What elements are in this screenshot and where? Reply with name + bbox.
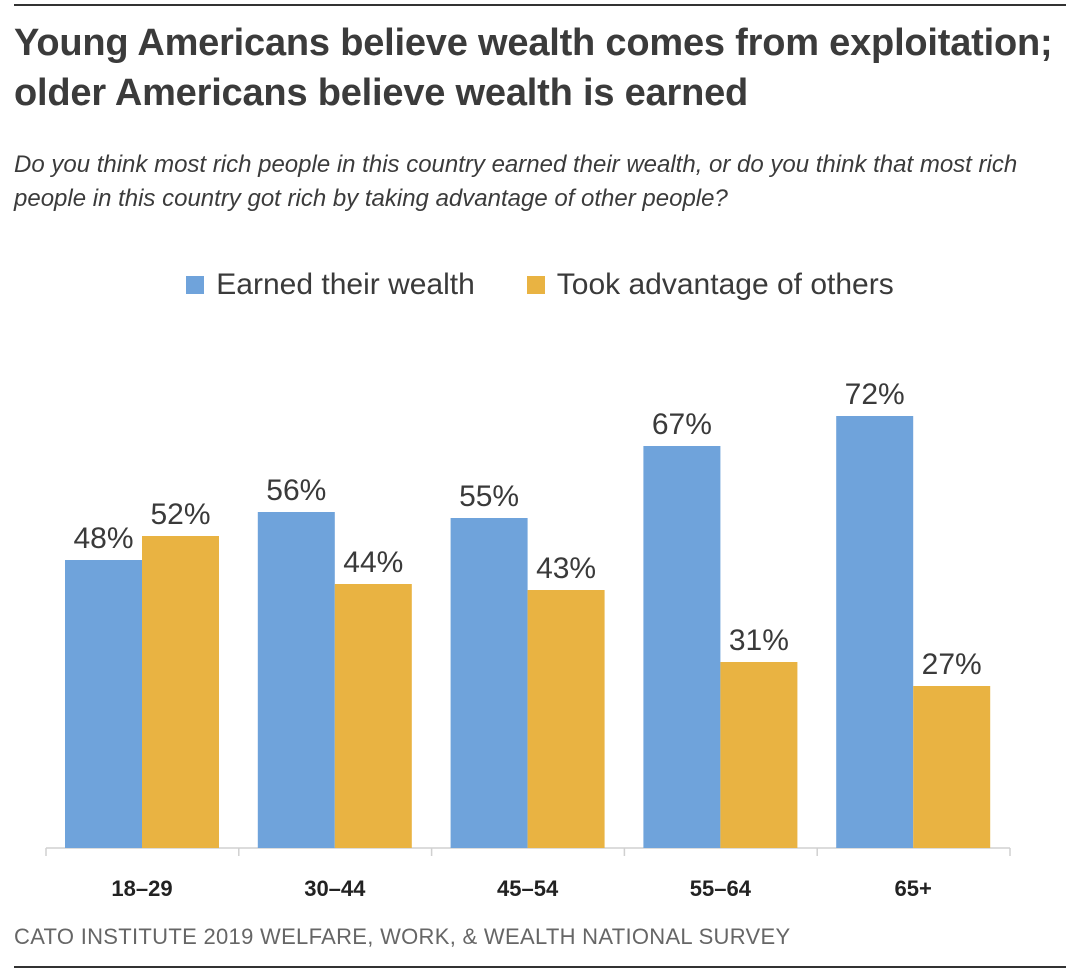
top-rule	[14, 4, 1066, 6]
x-tick-label-2: 45–54	[497, 876, 559, 901]
bar-earned-0	[65, 560, 142, 848]
bar-earned-4	[836, 416, 914, 848]
bar-took-advantage-0	[142, 536, 219, 848]
data-label-earned-0: 48%	[73, 522, 133, 555]
data-label-earned-2: 55%	[459, 480, 519, 513]
legend-label-took-advantage: Took advantage of others	[556, 268, 894, 301]
bottom-rule	[14, 966, 1066, 968]
bar-took-advantage-3	[720, 662, 798, 848]
x-tick-label-4: 65+	[895, 876, 932, 901]
source-note: CATO INSTITUTE 2019 WELFARE, WORK, & WEA…	[14, 924, 791, 949]
data-label-earned-3: 67%	[652, 408, 712, 441]
bar-took-advantage-1	[334, 584, 412, 848]
data-label-took-advantage-0: 52%	[150, 498, 210, 531]
bar-took-advantage-4	[913, 686, 991, 848]
x-tick-label-3: 55–64	[690, 876, 752, 901]
data-label-took-advantage-4: 27%	[922, 648, 982, 681]
chart-title: Young Americans believe wealth comes fro…	[14, 22, 1053, 114]
data-label-earned-1: 56%	[266, 474, 326, 507]
data-label-took-advantage-1: 44%	[343, 546, 403, 579]
legend: Earned their wealth Took advantage of ot…	[0, 268, 1080, 302]
legend-item-took-advantage: Took advantage of others	[526, 268, 894, 302]
bar-earned-1	[257, 512, 335, 848]
legend-swatch-took-advantage	[526, 276, 545, 294]
chart-subtitle: Do you think most rich people in this co…	[14, 151, 1018, 212]
data-label-took-advantage-2: 43%	[536, 552, 596, 585]
bar-earned-2	[450, 518, 528, 848]
x-tick-label-0: 18–29	[111, 876, 172, 901]
legend-swatch-earned	[186, 276, 205, 294]
data-label-earned-4: 72%	[845, 378, 905, 411]
data-label-took-advantage-3: 31%	[729, 624, 789, 657]
legend-label-earned: Earned their wealth	[216, 268, 475, 301]
x-tick-label-1: 30–44	[304, 876, 366, 901]
legend-item-earned: Earned their wealth	[186, 268, 475, 302]
bar-took-advantage-2	[527, 590, 605, 848]
bar-earned-3	[643, 446, 721, 848]
